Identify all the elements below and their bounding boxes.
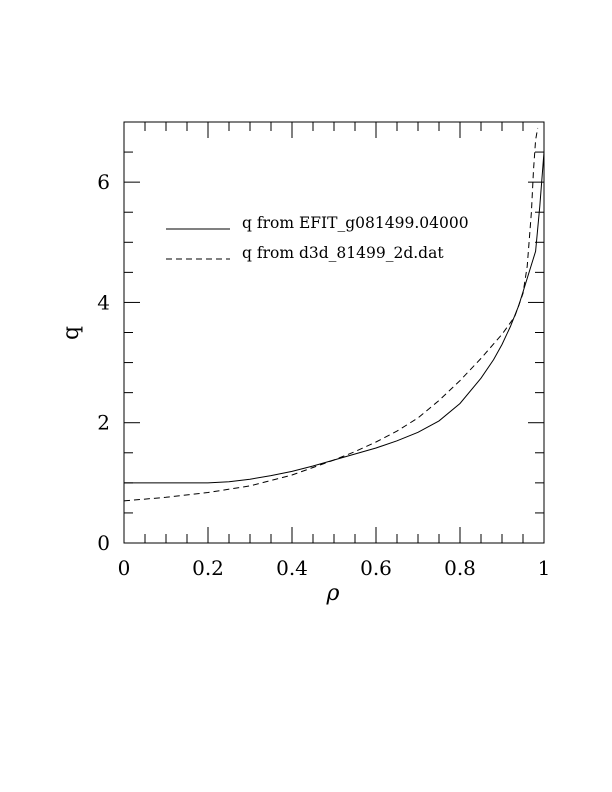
legend: q from EFIT_g081499.04000 q from d3d_814… [166, 214, 469, 262]
y-tick-label-4: 4 [97, 290, 110, 314]
y-tick-label-0: 0 [97, 531, 110, 555]
y-tick-label-2: 2 [97, 411, 110, 435]
series-line-d3d [123, 127, 539, 502]
x-tick-label-0.6: 0.6 [360, 556, 392, 580]
x-tick-label-0: 0 [118, 556, 131, 580]
x-tick-marks [123, 122, 545, 543]
y-axis-label: q [59, 326, 84, 340]
legend-label-d3d: q from d3d_81499_2d.dat [242, 244, 444, 262]
y-tick-marks [124, 121, 544, 544]
legend-label-efit: q from EFIT_g081499.04000 [242, 214, 469, 232]
y-tick-label-6: 6 [97, 170, 110, 194]
x-tick-label-0.4: 0.4 [276, 556, 308, 580]
plot-frame [123, 121, 545, 544]
x-tick-label-0.2: 0.2 [192, 556, 224, 580]
x-tick-label-1: 1 [538, 556, 551, 580]
x-tick-label-0.8: 0.8 [444, 556, 476, 580]
x-axis-label: ρ [326, 581, 340, 606]
series-line-efit [124, 152, 545, 484]
